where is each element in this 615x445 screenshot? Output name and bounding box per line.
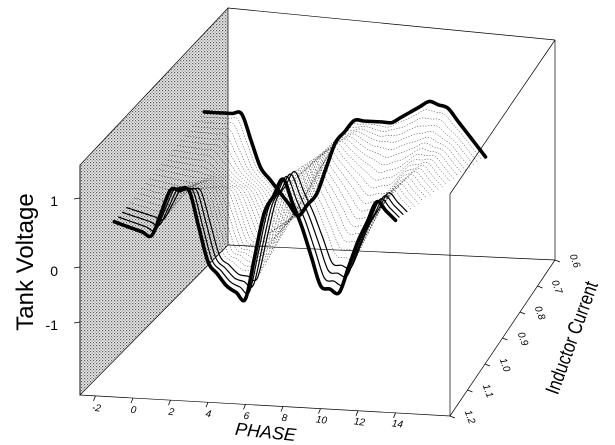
tick-mark: [449, 415, 456, 419]
z-tick-label: -1: [46, 317, 59, 333]
y-tick-label: 1.2: [462, 409, 477, 426]
tick-mark: [280, 406, 284, 412]
series-line: [153, 153, 435, 247]
series-line-bold: [112, 177, 398, 303]
x-tick-label: 0: [130, 405, 137, 417]
series-line: [129, 168, 412, 275]
series-line: [196, 117, 478, 221]
tick-mark: [73, 266, 81, 269]
y-tick-label: 0.8: [532, 305, 547, 322]
tick-mark: [467, 389, 473, 393]
series-line: [184, 133, 467, 227]
tick-mark: [318, 408, 321, 414]
series-line: [149, 156, 431, 251]
tick-mark: [73, 197, 81, 200]
tick-mark: [393, 412, 396, 419]
series-line: [188, 130, 470, 225]
tick-marks: [73, 197, 561, 419]
y-axis: 0.6 0.7 0.8 0.9 1.0 1.1 1.2: [462, 253, 582, 426]
y-axis-title: Inductor Current: [540, 278, 602, 397]
tick-mark: [537, 285, 543, 289]
x-axis: -2 0 2 4 6 8 10 12 14: [91, 402, 404, 430]
series-line-bold: [202, 99, 488, 218]
x-tick-label: 4: [205, 409, 212, 421]
x-tick-label: 8: [281, 413, 288, 425]
back-wall: [79, 7, 229, 396]
z-tick-label: 0: [50, 263, 58, 279]
trace-surface: [112, 99, 488, 303]
tick-mark: [554, 259, 561, 263]
series-line: [200, 109, 482, 219]
series-line: [157, 151, 439, 243]
x-tick-label: -2: [91, 402, 102, 414]
y-tick-label: 0.7: [549, 279, 564, 296]
series-line: [172, 141, 455, 233]
z-tick-label: 1: [50, 193, 58, 209]
tick-mark: [205, 402, 209, 408]
series-line: [145, 158, 427, 255]
x-tick-label: 2: [167, 407, 175, 419]
z-axis-title: Tank Voltage: [12, 193, 39, 330]
z-axis: -1 0 1: [46, 193, 59, 333]
series-line: [125, 171, 408, 282]
y-tick-label: 0.6: [567, 253, 582, 270]
x-tick-label: 14: [391, 418, 404, 431]
y-tick-label: 1.0: [497, 357, 512, 374]
tick-mark: [168, 399, 171, 406]
series-line: [121, 173, 404, 288]
series-line: [168, 143, 451, 236]
tick-mark: [355, 410, 359, 416]
tick-mark: [243, 404, 246, 410]
tick-mark: [519, 311, 526, 315]
y-tick-label: 1.1: [480, 383, 495, 400]
x-tick-label: 6: [243, 411, 250, 423]
tick-mark: [93, 395, 96, 402]
tick-mark: [130, 397, 134, 404]
tick-mark: [484, 363, 491, 367]
x-tick-label: 12: [353, 416, 366, 429]
series-line: [165, 146, 447, 238]
series-line: [161, 148, 443, 240]
x-tick-label: 10: [315, 414, 328, 427]
series-line: [133, 166, 416, 268]
tick-mark: [502, 337, 508, 341]
y-tick-label: 0.9: [515, 331, 530, 348]
tick-mark: [73, 321, 81, 324]
series-line: [192, 124, 474, 223]
x-axis-title: PHASE: [234, 419, 298, 445]
series-line: [180, 136, 463, 229]
